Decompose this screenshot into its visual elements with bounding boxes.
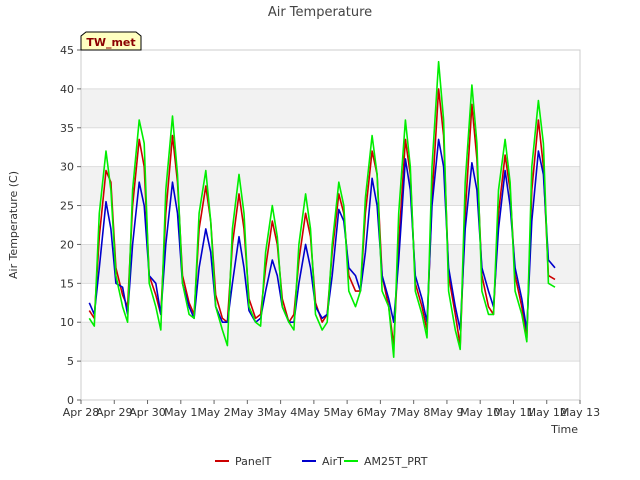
x-axis-label: Time bbox=[550, 423, 578, 436]
grid-band bbox=[81, 88, 580, 128]
y-tick-label: 0 bbox=[67, 394, 74, 407]
x-tick-label: May 1 bbox=[164, 406, 197, 419]
x-tick-label: May 3 bbox=[231, 406, 264, 419]
grid-band bbox=[81, 166, 580, 206]
series-line-am25t-prt bbox=[88, 60, 556, 359]
y-tick-label: 5 bbox=[67, 355, 74, 368]
x-tick-label: May 13 bbox=[560, 406, 600, 419]
legend-label-am25t-prt: AM25T_PRT bbox=[364, 455, 428, 468]
y-tick-label: 30 bbox=[60, 161, 74, 174]
legend-label-panelt: PanelT bbox=[235, 455, 272, 468]
y-tick-label: 40 bbox=[60, 83, 74, 96]
x-tick-label: Apr 28 bbox=[63, 406, 100, 419]
x-tick-label: May 8 bbox=[397, 406, 430, 419]
site-label-text: TW_met bbox=[86, 36, 135, 49]
series-lines bbox=[88, 60, 556, 359]
y-tick-label: 15 bbox=[60, 277, 74, 290]
legend-label-airt: AirT bbox=[322, 455, 344, 468]
x-tick-label: May 6 bbox=[331, 406, 364, 419]
y-axis-label: Air Temperature (C) bbox=[7, 171, 20, 279]
chart-title: Air Temperature bbox=[268, 5, 372, 20]
y-tick-label: 25 bbox=[60, 200, 74, 213]
x-tick-label: May 4 bbox=[264, 406, 297, 419]
x-tick-label: Apr 30 bbox=[129, 406, 166, 419]
plot-bands bbox=[81, 88, 580, 362]
grid-band bbox=[81, 322, 580, 362]
plot-frame bbox=[80, 49, 581, 401]
y-axis-ticks: 0 5 10 15 20 25 30 35 40 45 bbox=[60, 44, 81, 407]
legend: PanelT AirT AM25T_PRT bbox=[215, 455, 428, 468]
x-tick-label: Apr 29 bbox=[96, 406, 133, 419]
site-label-box bbox=[80, 31, 142, 51]
y-tick-label: 20 bbox=[60, 238, 74, 251]
y-tick-label: 10 bbox=[60, 316, 74, 329]
x-tick-label: May 11 bbox=[493, 406, 533, 419]
x-tick-label: May 9 bbox=[430, 406, 463, 419]
site-label-badge: TW_met bbox=[80, 31, 142, 51]
y-tick-label: 45 bbox=[60, 44, 74, 57]
x-tick-label: May 5 bbox=[297, 406, 330, 419]
series-line-airt bbox=[88, 138, 556, 331]
x-tick-label: May 7 bbox=[364, 406, 397, 419]
x-tick-label: May 2 bbox=[197, 406, 230, 419]
x-tick-label: May 12 bbox=[527, 406, 567, 419]
y-tick-label: 35 bbox=[60, 122, 74, 135]
x-tick-label: May 10 bbox=[460, 406, 500, 419]
